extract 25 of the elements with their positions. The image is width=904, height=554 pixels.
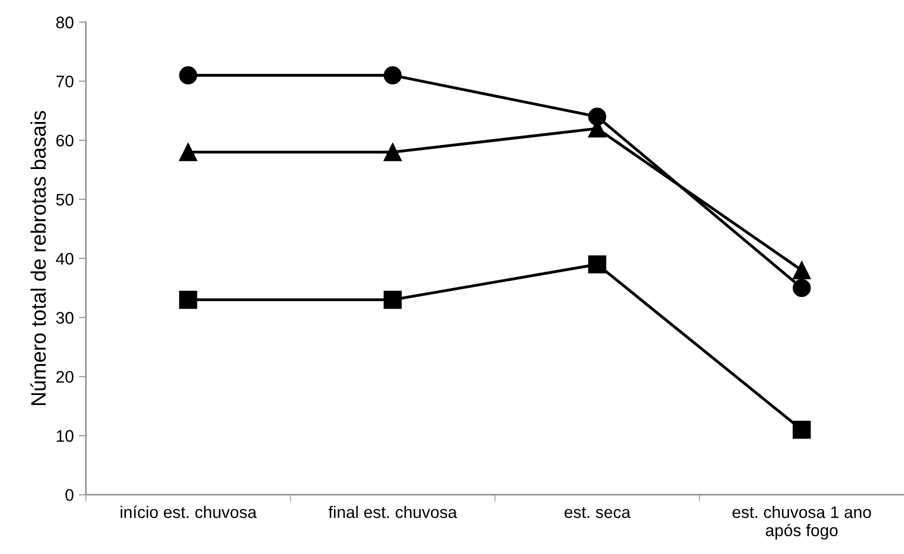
y-tick-label: 50 — [56, 194, 74, 206]
point — [588, 108, 606, 126]
y-tick-label: 80 — [56, 16, 74, 28]
y-tick-label: 0 — [65, 489, 74, 501]
point — [384, 290, 402, 309]
point — [179, 290, 198, 309]
y-tick-label: 20 — [56, 370, 74, 383]
point — [588, 255, 606, 274]
point — [384, 66, 402, 84]
point — [792, 420, 811, 439]
x-tick-label: est. seca — [564, 507, 631, 518]
y-tick-label: 60 — [56, 134, 74, 147]
point — [179, 66, 198, 84]
x-tick-label: início est. chuvosa — [120, 506, 257, 518]
y-tick-label: 10 — [56, 430, 74, 442]
y-tick-label: 40 — [56, 252, 74, 265]
point — [384, 143, 402, 162]
y-tick-label: 30 — [56, 312, 74, 324]
x-tick-label: est. chuvosa 1 ano após fogo — [732, 506, 871, 540]
point — [179, 143, 198, 162]
x-tick-label: final est. chuvosa — [328, 506, 458, 518]
y-tick-label: 70 — [56, 76, 74, 88]
point — [792, 261, 811, 280]
y-axis-title: Número total de rebrotas basais — [30, 110, 46, 405]
point — [792, 278, 811, 298]
